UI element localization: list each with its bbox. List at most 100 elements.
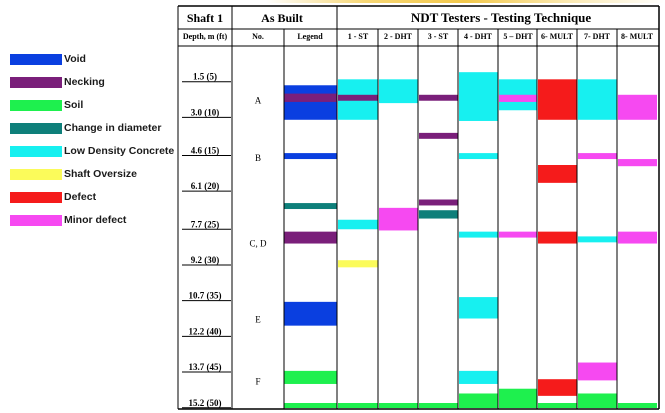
- bar-t3-soil: [419, 403, 458, 408]
- header-col-t3: 3 - ST: [428, 32, 449, 41]
- legend-item-defect: Defect: [10, 191, 96, 203]
- bar-t6-soil: [538, 403, 577, 408]
- legend-item-minor-defect: Minor defect: [10, 214, 126, 226]
- bar-legend-void: [284, 301, 337, 326]
- legend-swatch-minor-defect: [10, 214, 62, 226]
- depth-label: 1.5 (5): [193, 72, 217, 82]
- bar-legend-necking: [284, 93, 337, 102]
- table-text: Shaft 1 As Built NDT Testers - Testing T…: [183, 10, 654, 408]
- depth-label: 3.0 (10): [191, 107, 220, 117]
- legend-swatch-soil: [10, 99, 62, 111]
- header-no: No.: [252, 32, 264, 41]
- bar-legend-soil: [284, 403, 337, 408]
- bar-legend-soil: [284, 370, 337, 384]
- depth-label: 13.7 (45): [189, 362, 222, 372]
- header-as-built: As Built: [261, 11, 303, 25]
- legend-swatch-change-in-diameter: [10, 122, 62, 134]
- bar-t5-minor-defect: [499, 94, 537, 102]
- bar-t8-minor-defect: [618, 231, 657, 244]
- legend-item-void: Void: [10, 53, 86, 65]
- bar-t4-low-density: [459, 370, 498, 384]
- depth-label: 7.7 (25): [191, 219, 220, 229]
- bar-t4-soil: [459, 393, 498, 408]
- bar-t1-shaft-oversize: [338, 260, 378, 268]
- header-col-t8: 8- MULT: [621, 32, 654, 41]
- header-col-t2: 2 - DHT: [384, 32, 413, 41]
- bar-t6-defect: [538, 79, 577, 120]
- legend-item-change-in-diameter: Change in diameter: [10, 122, 161, 134]
- header-ndt: NDT Testers - Testing Technique: [411, 10, 592, 25]
- anomaly-label: F: [255, 377, 260, 387]
- legend-item-low-density: Low Density Concrete: [10, 145, 174, 157]
- bar-legend-void: [284, 85, 337, 120]
- bar-t7-low-density: [578, 79, 617, 120]
- bar-t6-defect: [538, 379, 577, 396]
- bar-t7-minor-defect: [578, 362, 617, 381]
- bar-t6-defect: [538, 165, 577, 183]
- legend-swatch-defect: [10, 191, 62, 203]
- bar-t8-minor-defect: [618, 159, 657, 167]
- legend-label-necking: Necking: [64, 76, 105, 88]
- legend-swatch-void: [10, 53, 62, 65]
- legend-label-change-in-diameter: Change in diameter: [64, 122, 162, 134]
- header-legend: Legend: [297, 32, 323, 41]
- bar-t3-change-in-diameter: [419, 210, 458, 219]
- bar-t5-soil: [499, 388, 537, 408]
- bar-t4-low-density: [459, 153, 498, 160]
- top-accent-strip: [0, 0, 665, 3]
- bar-t4-low-density: [459, 297, 498, 319]
- bar-t6-defect: [538, 231, 577, 244]
- legend-label-shaft-oversize: Shaft Oversize: [64, 168, 137, 180]
- bar-t1-necking: [338, 94, 378, 101]
- bar-t8-minor-defect: [618, 94, 657, 120]
- bar-t3-necking: [419, 94, 458, 101]
- header-col-t1: 1 - ST: [348, 32, 369, 41]
- table-grid: [177, 5, 660, 410]
- legend-swatch-necking: [10, 76, 62, 88]
- bar-t7-soil: [578, 393, 617, 408]
- bar-t2-low-density: [379, 79, 418, 104]
- header-shaft: Shaft 1: [187, 11, 223, 25]
- depth-label: 12.2 (40): [189, 326, 222, 336]
- legend-item-soil: Soil: [10, 99, 83, 111]
- legend-panel: Void Necking Soil Change in diameter Low…: [0, 0, 180, 413]
- bar-t4-low-density: [459, 72, 498, 121]
- bar-t8-soil: [618, 403, 657, 408]
- bar-t3-necking: [419, 199, 458, 206]
- bar-t3-necking: [419, 132, 458, 139]
- legend-item-necking: Necking: [10, 76, 105, 88]
- bar-t5-minor-defect: [499, 231, 537, 238]
- depth-label: 4.6 (15): [191, 145, 220, 155]
- bar-t4-low-density: [459, 231, 498, 238]
- bar-t1-low-density: [338, 219, 378, 230]
- depth-label: 10.7 (35): [189, 291, 222, 301]
- depth-label: 6.1 (20): [191, 181, 220, 191]
- anomaly-label: C, D: [249, 239, 267, 249]
- anomaly-bars: [284, 72, 657, 408]
- bar-t2-minor-defect: [379, 207, 418, 231]
- legend-swatch-shaft-oversize: [10, 168, 62, 180]
- legend-label-soil: Soil: [64, 99, 84, 111]
- header-col-t4: 4 - DHT: [464, 32, 493, 41]
- legend-item-shaft-oversize: Shaft Oversize: [10, 168, 137, 180]
- bar-legend-void: [284, 153, 337, 160]
- bar-t2-soil: [379, 403, 418, 408]
- bar-t7-minor-defect: [578, 153, 617, 160]
- anomaly-label: E: [255, 315, 261, 325]
- bar-legend-change-in-diameter: [284, 203, 337, 210]
- legend-label-void: Void: [64, 53, 86, 65]
- bar-legend-necking: [284, 231, 337, 244]
- bar-t7-low-density: [578, 236, 617, 243]
- anomaly-label: B: [255, 153, 261, 163]
- header-col-t7: 7- DHT: [584, 32, 611, 41]
- depth-label: 15.2 (50): [189, 398, 222, 408]
- header-depth: Depth, m (ft): [183, 32, 228, 41]
- anomaly-label: A: [255, 96, 262, 106]
- bar-t1-soil: [338, 403, 378, 408]
- legend-label-defect: Defect: [64, 191, 97, 203]
- legend-label-minor-defect: Minor defect: [64, 214, 127, 226]
- legend-swatch-low-density: [10, 145, 62, 157]
- header-col-t6: 6- MULT: [541, 32, 574, 41]
- depth-label: 9.2 (30): [191, 255, 220, 265]
